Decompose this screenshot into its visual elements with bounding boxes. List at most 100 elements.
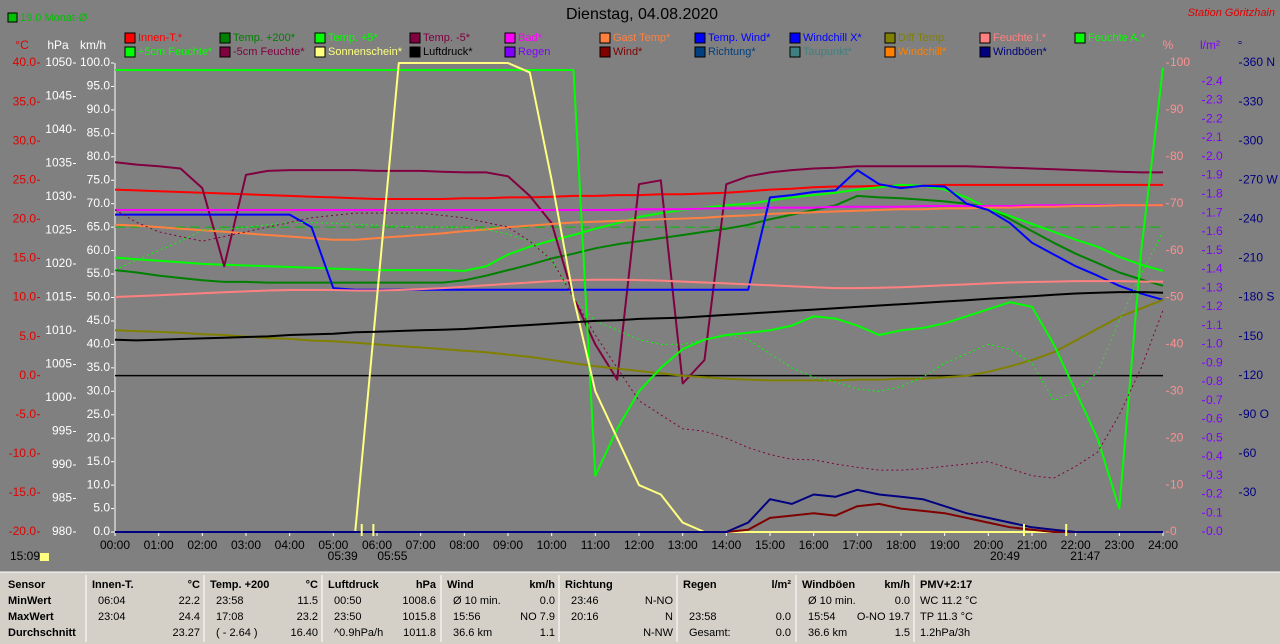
series-line xyxy=(115,204,1163,211)
stats-cell: 23:04 xyxy=(98,611,126,623)
legend-swatch xyxy=(694,46,706,58)
stats-cell: 36.6 km xyxy=(453,627,492,639)
x-tick-label: 07:00 xyxy=(406,538,436,552)
y-tick-label: 60.0 xyxy=(87,243,111,257)
y-tick-label: 30.0 xyxy=(13,133,37,147)
y-tick-label: 1015 xyxy=(45,290,72,304)
time-marker-label: 05:55 xyxy=(377,549,407,563)
y-tick-label: 75.0 xyxy=(87,172,111,186)
y-tick-label: -5.0 xyxy=(15,407,36,421)
y-tick-label: 30 xyxy=(1243,485,1257,499)
y-tick-label: 40.0 xyxy=(13,55,37,69)
stats-cell: NO 7.9 xyxy=(520,611,555,623)
y-tick-label: 180 S xyxy=(1243,290,1274,304)
y-tick-label: 1050 xyxy=(45,55,72,69)
series-line xyxy=(115,67,1164,510)
stats-cell: 23.27 xyxy=(172,627,200,639)
x-tick-label: 21:00 xyxy=(1017,538,1047,552)
x-tick-label: 13:00 xyxy=(668,538,698,552)
y-tick-label: 1.0 xyxy=(1206,337,1223,351)
legend-label: Diff Temp. xyxy=(898,32,947,44)
y-tick-label: 85.0 xyxy=(87,126,111,140)
stats-cell: 23:58 xyxy=(216,595,244,607)
y-tick-label: 100.0 xyxy=(80,55,110,69)
legend-label: Richtung* xyxy=(708,46,756,58)
y-tick-label: 1025 xyxy=(45,223,72,237)
legend-label: Feuchte I.* xyxy=(993,32,1047,44)
stats-cell: 15:54 xyxy=(808,611,836,623)
stats-cell: 23:46 xyxy=(571,595,599,607)
legend-swatch xyxy=(599,32,611,44)
legend-label: Temp. +200* xyxy=(233,32,296,44)
y-tick-label: 1040 xyxy=(45,122,72,136)
legend-swatch xyxy=(884,46,896,58)
legend-swatch xyxy=(694,32,706,44)
legend-swatch xyxy=(789,32,801,44)
y-tick-label: 70 xyxy=(1170,196,1184,210)
legend-label: Windböen* xyxy=(993,46,1048,58)
x-tick-label: 01:00 xyxy=(144,538,174,552)
y-tick-label: 80.0 xyxy=(87,149,111,163)
y-tick-label: 0.0 xyxy=(93,524,110,538)
y-tick-label: 30 xyxy=(1170,383,1184,397)
y-tick-label: 5.0 xyxy=(93,501,110,515)
stats-unit: hPa xyxy=(416,579,437,591)
y-tick-label: 0.0 xyxy=(19,368,36,382)
y-tick-label: 0 xyxy=(1170,524,1177,538)
y-tick-label: 25.0 xyxy=(13,172,37,186)
legend-swatch xyxy=(504,32,516,44)
axis-unit: km/h xyxy=(80,38,106,52)
y-tick-label: 330 xyxy=(1243,94,1263,108)
y-tick-label: 1.7 xyxy=(1206,205,1223,219)
y-tick-label: 5.0 xyxy=(19,329,36,343)
axis-unit: l/m² xyxy=(1200,38,1220,52)
axis-unit: °C xyxy=(15,38,29,52)
y-tick-label: 300 xyxy=(1243,133,1263,147)
stats-cell: N-NO xyxy=(645,595,674,607)
y-tick-label: 120 xyxy=(1243,368,1263,382)
stats-cell: N xyxy=(665,611,673,623)
corner-time: 15:09 xyxy=(10,549,40,563)
legend-swatch xyxy=(1074,32,1086,44)
legend-swatch xyxy=(409,32,421,44)
y-tick-label: 1045 xyxy=(45,89,72,103)
y-tick-label: 210 xyxy=(1243,251,1263,265)
y-tick-label: 150 xyxy=(1243,329,1263,343)
series-line xyxy=(114,298,1164,382)
reference-swatch xyxy=(7,12,18,23)
y-tick-label: 2.4 xyxy=(1206,74,1223,88)
x-tick-label: 06:00 xyxy=(362,538,392,552)
stats-cell: Gesamt: xyxy=(689,627,731,639)
y-tick-label: 60 xyxy=(1243,446,1257,460)
y-tick-label: 40 xyxy=(1170,337,1184,351)
y-tick-label: 1010 xyxy=(45,323,72,337)
legend-swatch xyxy=(979,32,991,44)
y-tick-label: 0.0 xyxy=(1206,524,1223,538)
y-tick-label: 0.1 xyxy=(1206,505,1223,519)
series-line xyxy=(114,183,1163,200)
legend-label: Bad* xyxy=(518,32,543,44)
time-marker-label: 21:47 xyxy=(1070,549,1100,563)
y-tick-label: 0.6 xyxy=(1206,412,1223,426)
legend-label: Gast Temp* xyxy=(613,32,671,44)
legend-label: Windchill* xyxy=(898,46,947,58)
legend-label: Innen-T.* xyxy=(138,32,183,44)
stats-cell: 23.2 xyxy=(297,611,318,623)
legend-label: Sonnenschein* xyxy=(328,46,403,58)
stats-row-label: MinWert xyxy=(8,595,52,607)
y-tick-label: -15.0 xyxy=(9,485,37,499)
y-tick-label: 70.0 xyxy=(87,196,111,210)
stats-cell: O-NO 19.7 xyxy=(857,611,910,623)
y-tick-label: -20.0 xyxy=(9,524,37,538)
y-tick-label: 90 xyxy=(1170,102,1184,116)
stats-unit: °C xyxy=(188,579,200,591)
y-tick-label: 90 O xyxy=(1243,407,1269,421)
stats-cell: Ø 10 min. xyxy=(453,595,501,607)
x-tick-label: 08:00 xyxy=(449,538,479,552)
x-tick-label: 24:00 xyxy=(1148,538,1178,552)
x-tick-label: 04:00 xyxy=(275,538,305,552)
y-tick-label: 50 xyxy=(1170,290,1184,304)
x-tick-label: 18:00 xyxy=(886,538,916,552)
